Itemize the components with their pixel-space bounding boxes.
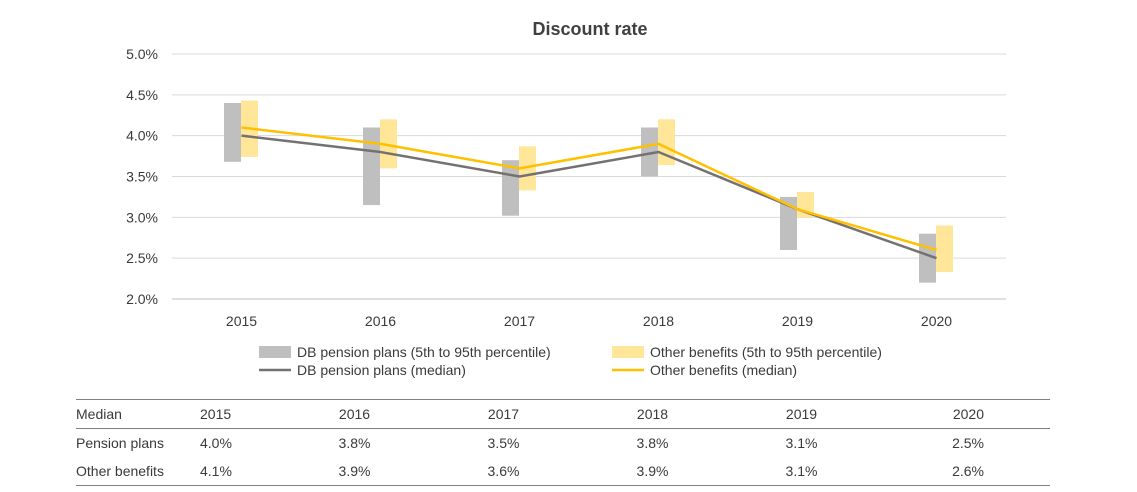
other-range-bar	[380, 119, 397, 169]
table-row: Other benefits 4.1% 3.9% 3.6% 3.9% 3.1% …	[76, 457, 1050, 486]
pension-range-bar	[780, 196, 797, 250]
table-cell: 4.0%	[200, 435, 232, 451]
table-cell: 3.6%	[429, 457, 578, 486]
other-range-bar	[519, 146, 536, 191]
legend-label-other-range: Other benefits (5th to 95th percentile)	[650, 344, 882, 360]
table-cell: 3.9%	[280, 457, 429, 486]
table-row: Pension plans 4.0% 3.8% 3.5% 3.8% 3.1% 2…	[76, 429, 1050, 458]
legend-label-other-median: Other benefits (median)	[650, 362, 797, 378]
y-tick-label: 3.5%	[126, 169, 158, 185]
table-header-cell: 2018	[578, 399, 727, 429]
table-header-cell: 2019	[727, 399, 876, 429]
pension-range-bar	[363, 127, 380, 206]
x-axis-ticks: 2015 2016 2017 2018 2019 2020	[226, 313, 952, 329]
x-tick-label: 2019	[782, 313, 813, 329]
legend-label-pension-range: DB pension plans (5th to 95th percentile…	[297, 344, 551, 360]
table-cell: 2.6%	[876, 457, 1050, 486]
table-header-cell: 2015	[196, 399, 280, 429]
pension-median-line	[241, 134, 937, 260]
y-axis-ticks: 2.0% 2.5% 3.0% 3.5% 4.0% 4.5% 5.0%	[126, 46, 158, 307]
pension-range-bar	[641, 127, 658, 177]
table-cell: 3.1%	[727, 457, 876, 486]
legend-swatch-other-range	[612, 346, 644, 358]
y-tick-label: 2.5%	[126, 250, 158, 266]
table-header-row: Median 2015 2016 2017 2018 2019 2020	[76, 399, 1050, 429]
median-lines	[241, 126, 937, 260]
table-header-cell: 2020	[876, 399, 1050, 429]
other-range-bar	[936, 225, 953, 273]
y-tick-label: 2.0%	[126, 291, 158, 307]
y-tick-label: 4.5%	[126, 87, 158, 103]
legend-label-pension-median: DB pension plans (median)	[297, 362, 466, 378]
discount-rate-chart: Discount rate 2.0% 2.5% 3.0% 3.5% 4.0% 4.5% 5.…	[126, 19, 1006, 378]
x-tick-label: 2018	[643, 313, 674, 329]
table-cell: 3.9%	[578, 457, 727, 486]
table-header-label: Median	[76, 399, 196, 429]
legend: DB pension plans (5th to 95th percentile…	[259, 344, 882, 378]
other-median-line	[241, 126, 937, 252]
y-tick-label: 4.0%	[126, 128, 158, 144]
legend-swatch-pension-range	[259, 346, 291, 358]
table-cell: 3.5%	[487, 435, 520, 451]
median-table: Median 2015 2016 2017 2018 2019 2020 Pen…	[76, 399, 1050, 486]
range-bars	[224, 100, 953, 283]
table-header-cell: 2016	[280, 399, 429, 429]
table-cell: 4.1%	[196, 457, 280, 486]
gridlines	[172, 53, 1006, 300]
table-cell: 3.1%	[785, 435, 818, 451]
y-tick-label: 3.0%	[126, 209, 158, 225]
table-row-label: Other benefits	[76, 457, 196, 486]
table-row-label: Pension plans	[76, 435, 164, 451]
x-tick-label: 2016	[365, 313, 396, 329]
table-header-cell: 2017	[429, 399, 578, 429]
table-cell: 3.8%	[338, 435, 371, 451]
chart-title: Discount rate	[532, 19, 647, 39]
x-tick-label: 2017	[504, 313, 535, 329]
x-tick-label: 2020	[921, 313, 952, 329]
pension-range-bar	[224, 103, 241, 162]
x-tick-label: 2015	[226, 313, 257, 329]
y-tick-label: 5.0%	[126, 46, 158, 62]
table-cell: 3.8%	[636, 435, 669, 451]
table-cell: 2.5%	[952, 435, 984, 451]
